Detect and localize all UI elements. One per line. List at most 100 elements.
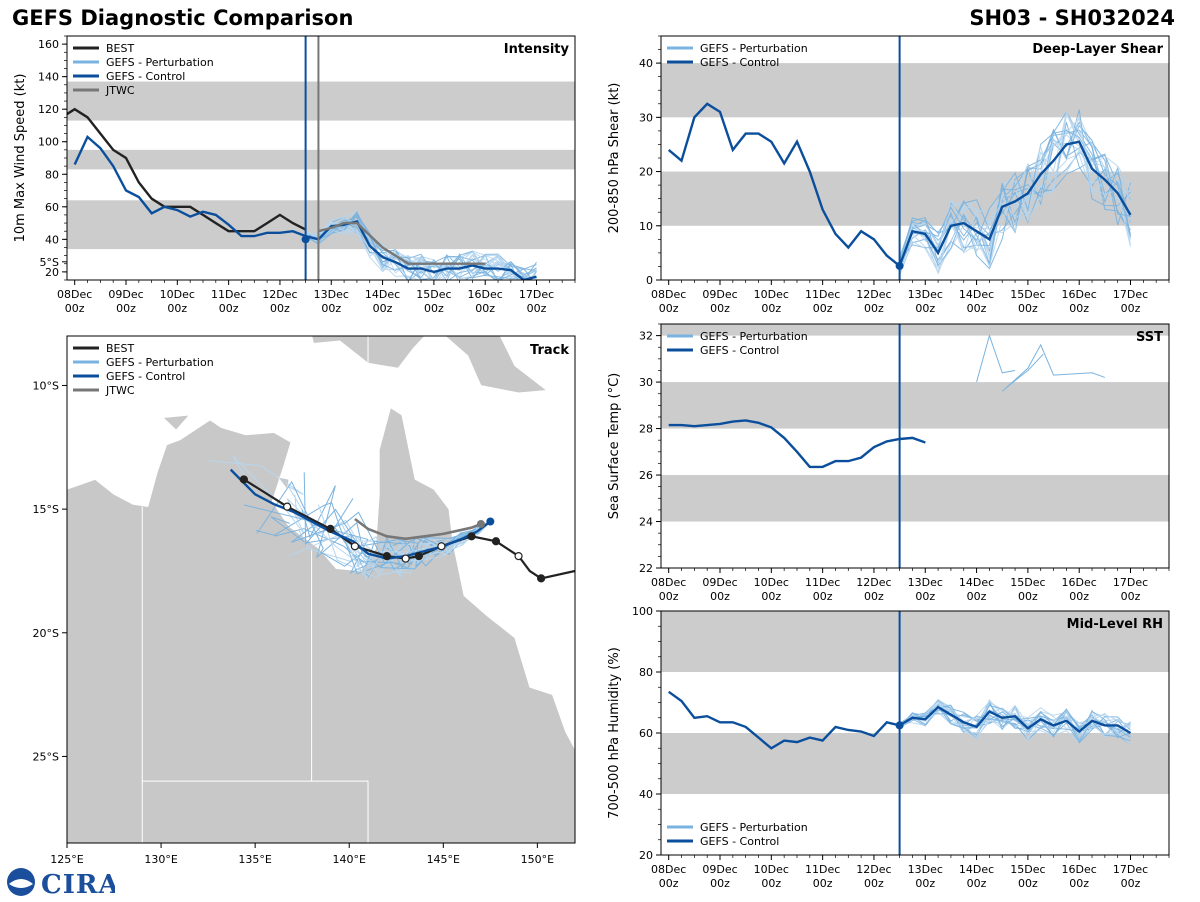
legend-label: GEFS - Control [106,370,185,383]
x-tick-label-hour: 00z [475,302,495,315]
x-tick-label: 12Dec [856,576,891,589]
lat-tick-label: 5°S [40,256,59,269]
shaded-band [67,200,575,250]
y-axis-label: 10m Max Wind Speed (kt) [13,74,28,243]
lon-tick-label: 135°E [238,853,271,866]
perturbation-line [899,116,1131,276]
lat-tick-label: 15°S [33,503,59,516]
x-tick-label: 08Dec [651,863,686,876]
x-tick-label: 14Dec [959,288,994,301]
x-tick-label-hour: 00z [167,302,187,315]
x-tick-label-hour: 00z [1121,590,1141,603]
x-tick-label-hour: 00z [321,302,341,315]
control-line [668,419,926,469]
plot-area [67,81,575,280]
lon-tick-label: 125°E [50,853,83,866]
x-tick-label-hour: 00z [270,302,290,315]
shaded-band [661,475,1169,522]
y-tick-label: 40 [45,233,59,246]
shaded-band [661,733,1169,794]
legend-label: GEFS - Control [106,70,185,83]
x-tick-label: 09Dec [108,288,143,301]
x-tick-label: 14Dec [365,288,400,301]
jtwc-track [354,517,482,541]
legend-label: GEFS - Perturbation [106,356,214,369]
y-tick-label: 0 [646,274,653,287]
legend-label: GEFS - Perturbation [106,56,214,69]
perturbation-line [899,707,1131,736]
y-tick-label: 40 [639,788,653,801]
plot-area [661,611,1169,794]
perturbation-line [305,217,510,280]
perturbation-line [899,141,1131,275]
y-tick-label: 28 [639,423,653,436]
x-tick-label: 12Dec [262,288,297,301]
perturbation-line [899,128,1131,266]
border-nt-qld [311,548,369,843]
perturbation-line [899,109,1131,265]
x-tick-label: 11Dec [211,288,246,301]
perturbation-track [274,521,491,565]
x-tick-label-hour: 00z [967,590,987,603]
new-guinea-land [311,336,548,394]
best-track-point [326,524,335,534]
best-track-point [491,537,501,546]
y-tick-label: 10 [639,220,653,233]
x-tick-label-hour: 00z [527,302,547,315]
cira-logo: CIRA [5,866,119,900]
x-tick-label-hour: 00z [1069,877,1089,890]
x-tick-label: 10Dec [754,288,789,301]
x-tick-label: 11Dec [805,576,840,589]
lon-tick-label: 145°E [427,853,460,866]
legend-label: GEFS - Perturbation [700,330,808,343]
panel-rh: 2040608010008Dec00z09Dec00z10Dec00z11Dec… [607,605,1170,890]
panel-title: Deep-Layer Shear [1032,42,1163,57]
init-point [301,235,310,244]
init-point [895,261,904,270]
x-tick-label: 16Dec [1062,863,1097,876]
x-tick-label: 16Dec [1062,288,1097,301]
x-tick-label: 15Dec [1010,863,1045,876]
perturbation-line [899,704,1131,737]
y-tick-label: 22 [639,562,653,575]
x-tick-label-hour: 00z [761,302,781,315]
x-tick-label-hour: 00z [1069,590,1089,603]
axes-frame [660,323,1170,569]
perturbation-track [255,502,491,575]
x-tick-label-hour: 00z [813,590,833,603]
x-tick-label: 09Dec [702,576,737,589]
legend-label: GEFS - Perturbation [700,821,808,834]
y-tick-label: 160 [38,38,59,51]
y-tick-label: 30 [639,376,653,389]
storm-id: SH03 - SH032024 [969,6,1175,30]
shaded-band [67,149,575,170]
best-track-point [350,542,359,551]
y-tick-label: 80 [639,666,653,679]
legend-label: GEFS - Control [700,835,779,848]
y-tick-label: 20 [45,266,59,279]
perturbation-line [1007,353,1044,388]
y-tick-label: 100 [632,605,653,618]
y-tick-label: 20 [639,849,653,862]
x-tick-label: 17Dec [1113,576,1148,589]
x-tick-label: 12Dec [856,288,891,301]
x-tick-label: 17Dec [1113,863,1148,876]
best-track [243,478,575,580]
x-tick-label-hour: 00z [373,302,393,315]
shaded-band [661,63,1169,118]
map-frame [66,335,576,844]
x-tick-label-hour: 00z [1018,590,1038,603]
panel-sst: 22242628303208Dec00z09Dec00z10Dec00z11De… [607,323,1170,603]
cira-logo-text: CIRA [41,870,115,898]
x-tick-label-hour: 00z [967,877,987,890]
x-tick-label: 09Dec [702,288,737,301]
plot-area [661,324,1169,522]
jtwc-start-point [476,519,485,528]
y-tick-label: 24 [639,516,653,529]
map-area [67,336,575,843]
perturbation-line [899,130,1131,265]
panel-track: 125°E 130°E 135°E 140°E 145°E 150°E 5°S 10°S 15°… [33,256,576,866]
x-tick-label-hour: 00z [915,877,935,890]
perturbation-line [976,333,1016,383]
